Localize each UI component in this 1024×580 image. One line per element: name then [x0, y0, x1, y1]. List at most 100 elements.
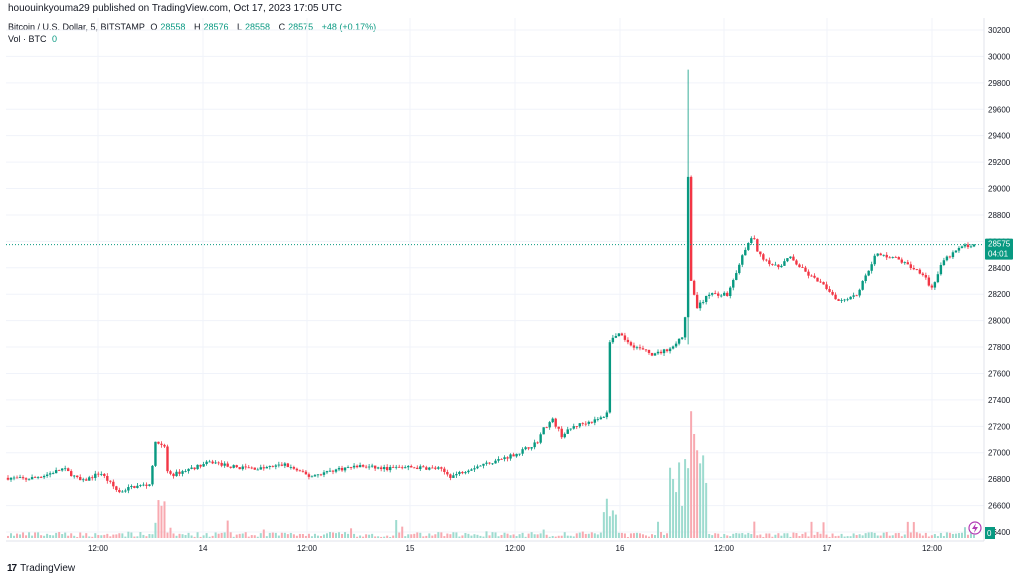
volume-bar: [64, 532, 67, 538]
candle-body: [385, 467, 389, 471]
volume-bar: [915, 532, 918, 538]
volume-bar: [533, 534, 536, 538]
candle-body: [382, 467, 386, 470]
candle: [82, 477, 85, 483]
candle-body: [109, 480, 112, 482]
volume-bar: [49, 535, 52, 538]
volume-legend-row: Vol · BTC 0: [8, 33, 379, 45]
volume-bar: [347, 533, 350, 538]
volume-bar: [313, 533, 316, 538]
volume-bar: [626, 536, 629, 538]
volume-bar: [614, 514, 617, 538]
candle-body: [792, 256, 795, 261]
candle-body: [503, 457, 506, 460]
price-tick-label: 26600: [988, 502, 1011, 511]
candle: [834, 292, 837, 300]
candle: [671, 345, 675, 350]
candle: [792, 254, 795, 261]
price-tick-label: 27000: [988, 449, 1011, 458]
volume-bar: [211, 535, 214, 538]
candle-body: [160, 443, 163, 445]
candle-body: [410, 466, 413, 468]
candle: [33, 475, 37, 478]
candle-body: [316, 474, 320, 476]
candle-body: [524, 447, 527, 450]
volume-bar: [341, 533, 344, 538]
candle-body: [695, 294, 699, 309]
candle: [626, 337, 630, 345]
candle: [470, 468, 473, 471]
candle: [488, 462, 491, 465]
volume-bar: [963, 527, 966, 538]
candle: [121, 489, 124, 493]
candle-body: [69, 471, 73, 477]
candle: [274, 463, 278, 470]
candlestick-chart[interactable]: 30200 30000 29800 29600 29400 29200 29000 28800…: [0, 0, 1024, 560]
price-tick-label: 29400: [988, 132, 1011, 141]
candle-body: [94, 473, 97, 478]
candle: [632, 342, 636, 351]
volume-bar: [178, 533, 181, 538]
last-price-label: 28575: [988, 240, 1011, 249]
volume-bar: [657, 521, 660, 538]
candle-body: [48, 473, 52, 475]
candle-body: [142, 484, 145, 486]
candle: [458, 470, 461, 477]
volume-bar: [503, 532, 506, 538]
volume-bar: [861, 535, 864, 538]
candle: [298, 469, 302, 472]
volume-bar: [25, 535, 28, 538]
candle-body: [88, 477, 91, 481]
volume-label[interactable]: Vol · BTC: [8, 34, 47, 44]
candle-body: [894, 257, 897, 258]
volume-bar: [175, 535, 178, 538]
candle: [193, 467, 196, 471]
candle: [289, 464, 293, 470]
candle: [843, 298, 846, 303]
volume-bar: [461, 535, 464, 538]
chart-legend: Bitcoin / U.S. Dollar, 5, BITSTAMP O 2855…: [8, 21, 379, 45]
volume-bar: [199, 536, 202, 538]
volume-bar: [491, 532, 494, 538]
volume-bar: [338, 532, 341, 538]
volume-bar: [936, 536, 939, 538]
candle: [485, 460, 488, 466]
volume-bar: [909, 532, 912, 538]
volume-bar: [91, 536, 94, 538]
volume-bar: [464, 532, 467, 538]
candle: [530, 447, 533, 451]
volume-bar: [635, 532, 638, 538]
candle-body: [659, 351, 663, 354]
price-tick-label: 29200: [988, 158, 1011, 167]
candle: [428, 466, 431, 471]
volume-bar: [726, 535, 729, 538]
lightning-icon[interactable]: [968, 521, 982, 535]
candle: [21, 475, 25, 480]
volume-bar: [530, 532, 533, 538]
volume-bar: [581, 531, 584, 538]
volume-bar: [717, 533, 720, 538]
candle-body: [130, 486, 133, 488]
candle-body: [849, 296, 852, 300]
candle: [548, 420, 551, 430]
volume-bar: [723, 534, 726, 538]
candle-body: [57, 470, 61, 471]
candle-body: [762, 254, 765, 260]
candle-body: [689, 176, 693, 281]
price-tick-label: 28800: [988, 211, 1011, 220]
candle: [867, 270, 870, 277]
candle-body: [112, 481, 115, 487]
candle: [861, 280, 864, 291]
volume-bar: [948, 532, 951, 538]
volume-bar: [542, 529, 545, 538]
volume-bar: [966, 534, 969, 538]
candle: [545, 426, 548, 429]
candle-body: [608, 342, 612, 413]
candle: [214, 460, 217, 465]
candle-body: [355, 465, 359, 468]
candle: [891, 256, 894, 259]
candle: [27, 478, 31, 481]
candle: [927, 275, 931, 287]
symbol-name[interactable]: Bitcoin / U.S. Dollar, 5, BITSTAMP: [8, 22, 145, 32]
candle-body: [54, 470, 58, 474]
